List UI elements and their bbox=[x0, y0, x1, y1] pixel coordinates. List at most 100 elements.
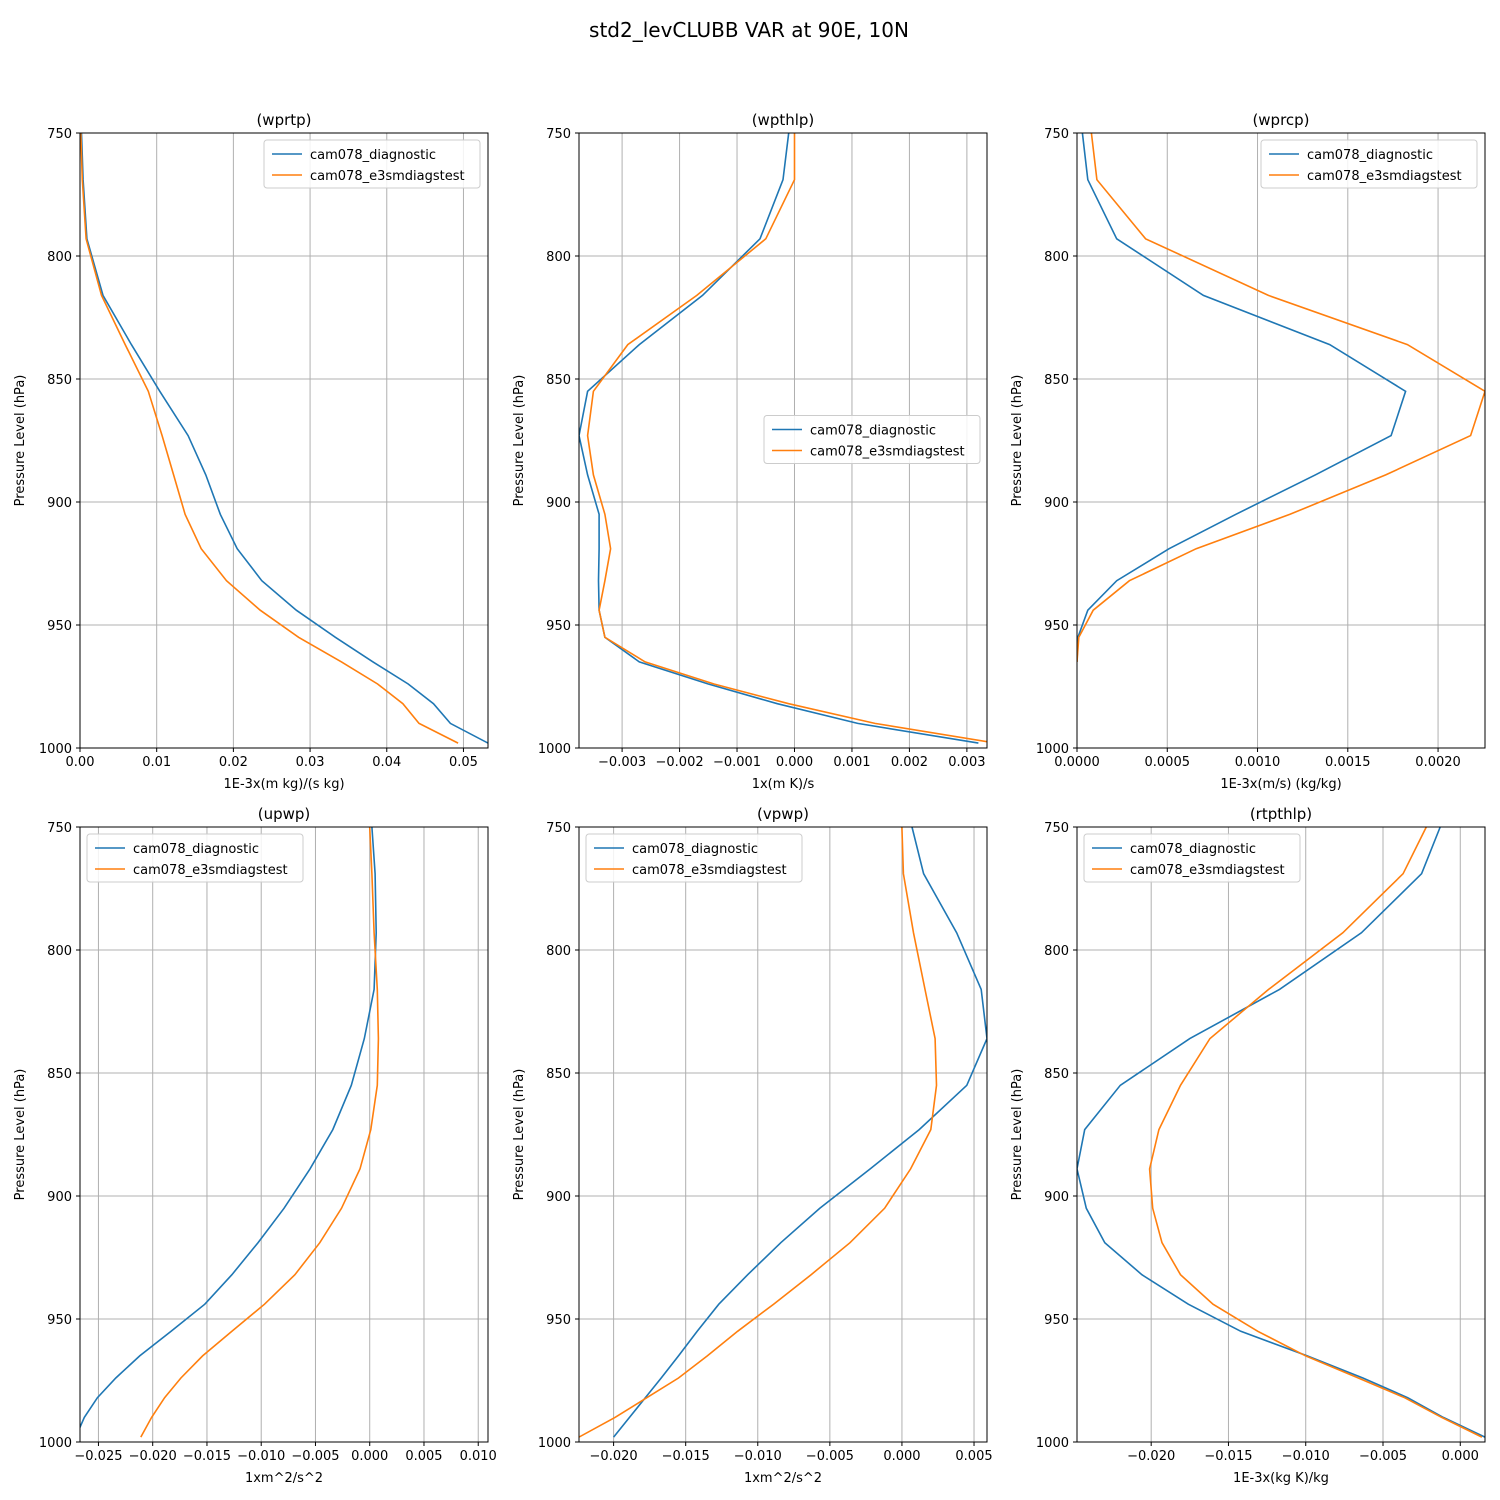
x-tick-label: 0.01 bbox=[142, 755, 171, 770]
y-tick-label: 950 bbox=[546, 1313, 571, 1328]
x-axis-label: 1E-3x(m kg)/(s kg) bbox=[223, 777, 344, 792]
panel-upwp: −0.025 −0.020 −0.015 −0.010 −0.005 0.000 0.005… bbox=[13, 805, 497, 1486]
legend-label-e3smdiagstest: cam078_e3smdiagstest bbox=[810, 445, 965, 460]
x-tick-label: −0.001 bbox=[713, 755, 761, 770]
legend: cam078_diagnostic cam078_e3smdiagstest bbox=[585, 833, 803, 883]
legend-box bbox=[1260, 139, 1478, 189]
legend: cam078_diagnostic cam078_e3smdiagstest bbox=[263, 139, 481, 189]
series-line-diagnostic bbox=[1077, 827, 1485, 1438]
x-tick-label: −0.025 bbox=[74, 1449, 122, 1464]
x-axis-label: 1x(m K)/s bbox=[752, 777, 815, 792]
axes-frame bbox=[578, 826, 988, 1443]
legend: cam078_diagnostic cam078_e3smdiagstest bbox=[1083, 833, 1301, 883]
panel-title: (rtpthlp) bbox=[1250, 805, 1312, 823]
y-tick-label: 850 bbox=[1044, 373, 1069, 388]
axes-frame bbox=[79, 132, 489, 749]
legend-box bbox=[263, 139, 481, 189]
y-tick-label: 850 bbox=[546, 1067, 571, 1082]
x-tick-label: 0.000 bbox=[351, 1449, 388, 1464]
y-tick-label: 950 bbox=[546, 619, 571, 634]
panel-vpwp: −0.020 −0.015 −0.010 −0.005 0.000 0.005 750 800… bbox=[512, 805, 993, 1486]
legend-label-diagnostic: cam078_diagnostic bbox=[1130, 842, 1256, 857]
legend-label-e3smdiagstest: cam078_e3smdiagstest bbox=[1307, 169, 1462, 184]
legend-label-e3smdiagstest: cam078_e3smdiagstest bbox=[632, 863, 787, 878]
legend-label-diagnostic: cam078_diagnostic bbox=[310, 148, 436, 163]
y-tick-label: 1000 bbox=[39, 742, 72, 757]
x-tick-label: 0.003 bbox=[948, 755, 985, 770]
y-axis-label: Pressure Level (hPa) bbox=[512, 1069, 527, 1201]
x-tick-label: 0.0020 bbox=[1415, 755, 1461, 770]
y-tick-label: 750 bbox=[546, 821, 571, 836]
x-tick-label: 0.005 bbox=[405, 1449, 442, 1464]
y-axis-label: Pressure Level (hPa) bbox=[13, 375, 28, 507]
panel-wprtp: 0.00 0.01 0.02 0.03 0.04 0.05 750 800 850 900 950 1… bbox=[13, 111, 489, 792]
x-tick-label: 0.005 bbox=[955, 1449, 992, 1464]
legend: cam078_diagnostic cam078_e3smdiagstest bbox=[763, 415, 981, 464]
y-tick-label: 750 bbox=[1044, 821, 1069, 836]
x-axis-label: 1xm^2/s^2 bbox=[245, 1471, 323, 1486]
x-tick-label: −0.003 bbox=[598, 755, 646, 770]
panel-title: (wprtp) bbox=[256, 111, 311, 129]
y-tick-label: 950 bbox=[1044, 1313, 1069, 1328]
panel-wpthlp: −0.003 −0.002 −0.001 0.000 0.001 0.002 0.003 75… bbox=[512, 111, 988, 792]
legend: cam078_diagnostic cam078_e3smdiagstest bbox=[1260, 139, 1478, 189]
panel-title: (wpthlp) bbox=[752, 111, 815, 129]
x-axis-label: 1xm^2/s^2 bbox=[744, 1471, 822, 1486]
y-tick-label: 850 bbox=[546, 373, 571, 388]
legend-label-e3smdiagstest: cam078_e3smdiagstest bbox=[1130, 863, 1285, 878]
y-tick-label: 800 bbox=[546, 944, 571, 959]
legend-box bbox=[86, 833, 304, 883]
x-tick-label: −0.010 bbox=[734, 1449, 782, 1464]
y-tick-label: 800 bbox=[47, 944, 72, 959]
axes-frame bbox=[1076, 826, 1486, 1443]
legend-label-e3smdiagstest: cam078_e3smdiagstest bbox=[310, 169, 465, 184]
series-line-e3smdiagstest bbox=[80, 133, 459, 744]
x-tick-label: −0.010 bbox=[1282, 1449, 1330, 1464]
legend: cam078_diagnostic cam078_e3smdiagstest bbox=[86, 833, 304, 883]
y-tick-label: 950 bbox=[1044, 619, 1069, 634]
y-tick-label: 900 bbox=[47, 496, 72, 511]
y-tick-label: 1000 bbox=[1036, 742, 1069, 757]
series-line-diagnostic bbox=[1077, 133, 1407, 662]
x-axis-label: 1E-3x(m/s) (kg/kg) bbox=[1220, 777, 1341, 792]
panel-title: (upwp) bbox=[258, 805, 311, 823]
x-tick-label: 0.02 bbox=[219, 755, 248, 770]
x-tick-label: 0.0005 bbox=[1145, 755, 1191, 770]
x-tick-label: −0.002 bbox=[656, 755, 704, 770]
figure-title: std2_levCLUBB VAR at 90E, 10N bbox=[589, 18, 909, 42]
y-tick-label: 900 bbox=[47, 1190, 72, 1205]
y-tick-label: 1000 bbox=[1036, 1436, 1069, 1451]
legend-label-diagnostic: cam078_diagnostic bbox=[133, 842, 259, 857]
y-tick-label: 850 bbox=[47, 1067, 72, 1082]
x-axis-label: 1E-3x(kg K)/kg bbox=[1233, 1471, 1329, 1486]
panel-wprcp: 0.0000 0.0005 0.0010 0.0015 0.0020 750 800 850 9… bbox=[1010, 111, 1486, 792]
y-axis-label: Pressure Level (hPa) bbox=[512, 375, 527, 507]
legend-label-diagnostic: cam078_diagnostic bbox=[810, 424, 936, 439]
x-tick-label: 0.001 bbox=[833, 755, 870, 770]
series-line-diagnostic bbox=[612, 827, 987, 1438]
series-line-diagnostic bbox=[80, 133, 488, 744]
y-tick-label: 900 bbox=[1044, 496, 1069, 511]
y-tick-label: 850 bbox=[47, 373, 72, 388]
series-line-e3smdiagstest bbox=[586, 133, 987, 743]
x-tick-label: −0.020 bbox=[1127, 1449, 1175, 1464]
panel-title: (vpwp) bbox=[757, 805, 809, 823]
x-tick-label: 0.0015 bbox=[1325, 755, 1371, 770]
x-tick-label: 0.03 bbox=[296, 755, 325, 770]
y-tick-label: 900 bbox=[546, 496, 571, 511]
axes-frame bbox=[578, 132, 988, 749]
y-tick-label: 1000 bbox=[39, 1436, 72, 1451]
y-tick-label: 850 bbox=[1044, 1067, 1069, 1082]
x-tick-label: −0.015 bbox=[1204, 1449, 1252, 1464]
legend-label-diagnostic: cam078_diagnostic bbox=[1307, 148, 1433, 163]
series-line-diagnostic bbox=[80, 827, 378, 1430]
series-line-e3smdiagstest bbox=[140, 827, 380, 1438]
legend-label-diagnostic: cam078_diagnostic bbox=[632, 842, 758, 857]
x-tick-label: 0.000 bbox=[883, 1449, 920, 1464]
y-tick-label: 900 bbox=[1044, 1190, 1069, 1205]
legend-box bbox=[585, 833, 803, 883]
x-tick-label: −0.020 bbox=[590, 1449, 638, 1464]
y-tick-label: 950 bbox=[47, 619, 72, 634]
x-tick-label: 0.0000 bbox=[1054, 755, 1100, 770]
